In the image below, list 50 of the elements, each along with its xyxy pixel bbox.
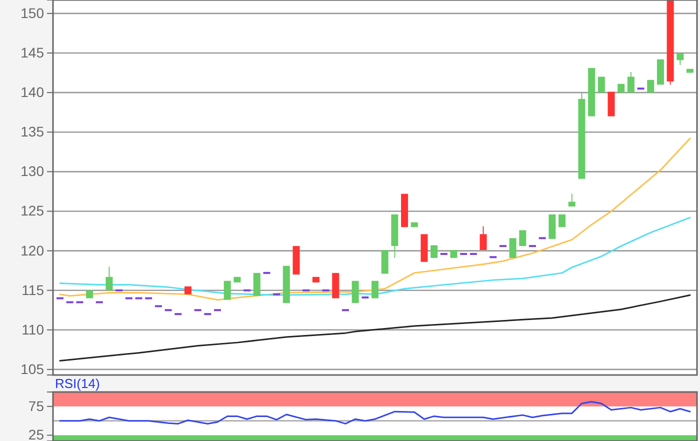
candlestick bbox=[608, 92, 615, 116]
candlestick bbox=[509, 238, 516, 258]
line-series bbox=[59, 138, 691, 301]
candlestick bbox=[548, 214, 556, 239]
candlestick bbox=[312, 276, 320, 282]
candlestick bbox=[282, 266, 290, 304]
line-series bbox=[59, 401, 691, 424]
candlestick bbox=[647, 80, 654, 93]
candlestick bbox=[86, 290, 94, 298]
y-tick-label: 125 bbox=[20, 202, 44, 219]
candlestick bbox=[332, 272, 340, 298]
y-tick-label: 25 bbox=[28, 426, 44, 441]
chart-title: RSI(14) bbox=[55, 376, 100, 391]
candlestick bbox=[410, 222, 418, 228]
candlestick bbox=[676, 52, 684, 66]
y-tick-label: 135 bbox=[20, 124, 44, 140]
y-tick-label: 105 bbox=[20, 360, 44, 377]
candlestick bbox=[381, 250, 388, 274]
candlestick bbox=[253, 272, 260, 296]
candlestick bbox=[618, 84, 625, 93]
candlestick bbox=[627, 71, 634, 94]
candlestick bbox=[234, 276, 241, 282]
y-tick-label: 115 bbox=[22, 282, 44, 298]
candlestick bbox=[588, 68, 596, 116]
y-tick-label: 150 bbox=[20, 4, 44, 21]
candlestick bbox=[420, 234, 428, 262]
candlestick bbox=[656, 59, 664, 85]
candlestick bbox=[480, 226, 487, 250]
candlestick bbox=[106, 266, 113, 291]
y-tick-label: 120 bbox=[20, 242, 44, 258]
y-tick-label: 140 bbox=[20, 84, 44, 100]
candlestick bbox=[686, 68, 694, 73]
candlestick bbox=[558, 214, 566, 228]
y-tick-label: 75 bbox=[28, 398, 44, 414]
candlestick bbox=[450, 250, 458, 258]
candlestick bbox=[430, 245, 438, 258]
candlestick bbox=[519, 230, 526, 246]
candlestick bbox=[598, 76, 605, 93]
candlestick bbox=[184, 286, 192, 294]
y-tick-label: 145 bbox=[20, 44, 44, 60]
candlestick bbox=[372, 280, 378, 298]
y-tick-label: 130 bbox=[20, 163, 44, 180]
candlestick bbox=[568, 193, 576, 207]
y-tick-label: 110 bbox=[22, 321, 44, 338]
candlestick bbox=[401, 194, 408, 228]
candlestick bbox=[292, 246, 300, 275]
candlestick bbox=[224, 280, 231, 300]
line-series bbox=[59, 294, 691, 362]
line-series bbox=[59, 216, 691, 296]
candlestick bbox=[352, 280, 359, 304]
